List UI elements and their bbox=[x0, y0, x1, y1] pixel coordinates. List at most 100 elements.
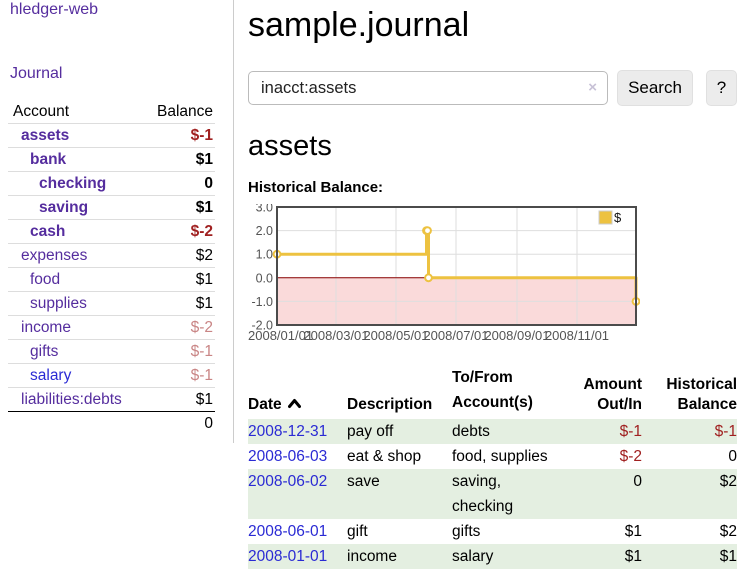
sidebar-account-assets[interactable]: assets bbox=[21, 127, 70, 144]
account-row: liabilities:debts $1 bbox=[8, 388, 215, 412]
balance-chart-svg[interactable]: $3.0 2.0 1.0 0.0 -1.0 -2.02008/01/012008/03/0… bbox=[248, 201, 641, 344]
x-axis-tick-label: 2008/05/01 bbox=[363, 328, 428, 343]
search-input[interactable] bbox=[248, 71, 608, 105]
transaction-accounts: debts bbox=[452, 423, 490, 440]
transaction-description: eat & shop bbox=[347, 448, 422, 465]
sidebar-account-saving[interactable]: saving bbox=[39, 199, 89, 216]
account-balance: $1 bbox=[145, 147, 215, 172]
sidebar-divider bbox=[233, 0, 234, 443]
register-header-accounts: To/From Account(s) bbox=[452, 369, 533, 411]
account-balance: 0 bbox=[145, 171, 215, 196]
main-content: sample.journal × Search ? assets Histori… bbox=[248, 0, 742, 569]
transaction-amount: $-1 bbox=[619, 423, 642, 440]
account-balance: $-2 bbox=[145, 315, 215, 340]
transaction-accounts: saving, checking bbox=[452, 473, 514, 515]
transaction-amount: $1 bbox=[624, 523, 642, 540]
app-brand-link[interactable]: hledger-web bbox=[10, 1, 99, 18]
sidebar-account-food[interactable]: food bbox=[30, 271, 61, 288]
transaction-description: save bbox=[347, 473, 380, 490]
accounts-total-row: 0 bbox=[8, 411, 215, 435]
transaction-row: 2008-06-02 save saving, checking 0 $2 bbox=[248, 469, 737, 519]
y-axis-tick-label: 0.0 bbox=[256, 271, 273, 285]
transaction-date-link[interactable]: 2008-01-01 bbox=[248, 548, 328, 565]
account-row: supplies $1 bbox=[8, 291, 215, 316]
register-header-description: Description bbox=[347, 396, 433, 413]
y-axis-tick-label: -1.0 bbox=[251, 295, 273, 309]
transaction-amount: 0 bbox=[633, 473, 642, 490]
transaction-balance: 0 bbox=[728, 448, 737, 465]
account-row: bank $1 bbox=[8, 147, 215, 172]
x-axis-tick-label: 2008/09/01 bbox=[484, 328, 549, 343]
sidebar-account-cash[interactable]: cash bbox=[30, 223, 66, 240]
transaction-row: 2008-12-31 pay off debts $-1 $-1 bbox=[248, 419, 737, 444]
x-axis-tick-label: 2008/03/01 bbox=[303, 328, 368, 343]
register-header-amount: Amount Out/In bbox=[583, 376, 642, 413]
y-axis-tick-label: 2.0 bbox=[256, 224, 273, 238]
chart-title: Historical Balance: bbox=[248, 179, 384, 196]
x-axis-tick-label: 2008/11/01 bbox=[545, 328, 609, 343]
sidebar: hledger-web Journal Account Balance asse… bbox=[0, 0, 233, 435]
sidebar-account-expenses[interactable]: expenses bbox=[21, 247, 88, 264]
sidebar-account-checking[interactable]: checking bbox=[39, 175, 107, 192]
transaction-date-link[interactable]: 2008-06-03 bbox=[248, 448, 328, 465]
search-button[interactable]: Search bbox=[617, 70, 693, 106]
account-balance: $1 bbox=[195, 391, 213, 408]
transaction-row: 2008-01-01 income salary $1 $1 bbox=[248, 544, 737, 569]
register-header-date: Date bbox=[248, 365, 347, 419]
page-title: sample.journal bbox=[248, 6, 470, 44]
transaction-date-link[interactable]: 2008-12-31 bbox=[248, 423, 328, 440]
account-row: saving $1 bbox=[8, 195, 215, 220]
sidebar-item-journal[interactable]: Journal bbox=[10, 65, 63, 82]
accounts-table: Account Balance assets $-1 bank $1 checking 0… bbox=[8, 100, 215, 435]
sidebar-account-supplies[interactable]: supplies bbox=[30, 295, 87, 312]
sidebar-account-salary[interactable]: salary bbox=[30, 367, 72, 384]
sidebar-account-gifts[interactable]: gifts bbox=[30, 343, 59, 360]
search-bar: × Search ? bbox=[248, 70, 742, 106]
register-header-row: Date Description To/From Account(s) Amou… bbox=[248, 365, 737, 419]
legend-label: $ bbox=[614, 210, 622, 225]
y-axis-tick-label: 3.0 bbox=[256, 204, 273, 215]
transaction-balance: $2 bbox=[719, 523, 737, 540]
accounts-total-value: 0 bbox=[145, 411, 215, 435]
sidebar-account-income[interactable]: income bbox=[21, 319, 71, 336]
y-axis-tick-label: -2.0 bbox=[251, 319, 273, 333]
account-row: cash $-2 bbox=[8, 219, 215, 244]
data-point-marker[interactable] bbox=[423, 226, 432, 236]
transaction-accounts: food, supplies bbox=[452, 448, 548, 465]
historical-balance-chart[interactable]: $3.0 2.0 1.0 0.0 -1.0 -2.0 2008/01/01 2008/03/0… bbox=[248, 201, 641, 344]
transaction-row: 2008-06-01 gift gifts $1 $2 bbox=[248, 519, 737, 544]
account-balance: $-2 bbox=[145, 219, 215, 244]
transaction-balance: $-1 bbox=[714, 423, 737, 440]
account-row: checking 0 bbox=[8, 171, 215, 196]
help-button[interactable]: ? bbox=[706, 70, 737, 106]
account-row: expenses $2 bbox=[8, 243, 215, 268]
account-heading: assets bbox=[248, 130, 332, 162]
accounts-table-header: Account Balance bbox=[8, 100, 215, 124]
sort-chevron-up-icon bbox=[287, 395, 301, 415]
search-box: × bbox=[248, 71, 608, 105]
transaction-row: 2008-06-03 eat & shop food, supplies $-2 0 bbox=[248, 444, 737, 469]
account-row: gifts $-1 bbox=[8, 339, 215, 364]
transaction-amount: $-2 bbox=[619, 448, 642, 465]
accounts-header-account: Account bbox=[8, 100, 146, 124]
sidebar-account-bank[interactable]: bank bbox=[30, 151, 67, 168]
clear-search-icon[interactable]: × bbox=[588, 79, 597, 96]
account-balance: $1 bbox=[145, 195, 215, 220]
data-point-marker[interactable] bbox=[424, 273, 433, 283]
accounts-total-spacer bbox=[8, 411, 146, 435]
transaction-balance: $1 bbox=[719, 548, 737, 565]
x-axis-tick-label: 2008/07/01 bbox=[423, 328, 488, 343]
register-header-balance: Historical Balance bbox=[666, 376, 737, 413]
plot-border bbox=[276, 206, 637, 326]
transaction-date-link[interactable]: 2008-06-02 bbox=[248, 473, 328, 490]
legend-swatch bbox=[598, 210, 613, 225]
account-row: salary $-1 bbox=[8, 363, 215, 388]
transaction-date-link[interactable]: 2008-06-01 bbox=[248, 523, 328, 540]
transaction-balance: $2 bbox=[719, 473, 737, 490]
register-table: Date Description To/From Account(s) Amou… bbox=[248, 365, 737, 569]
sidebar-account-liabilities-debts[interactable]: liabilities:debts bbox=[21, 391, 122, 408]
transaction-description: income bbox=[347, 548, 397, 565]
transaction-accounts: gifts bbox=[452, 523, 481, 540]
account-row: assets $-1 bbox=[8, 123, 215, 148]
account-balance: $-1 bbox=[145, 339, 215, 364]
